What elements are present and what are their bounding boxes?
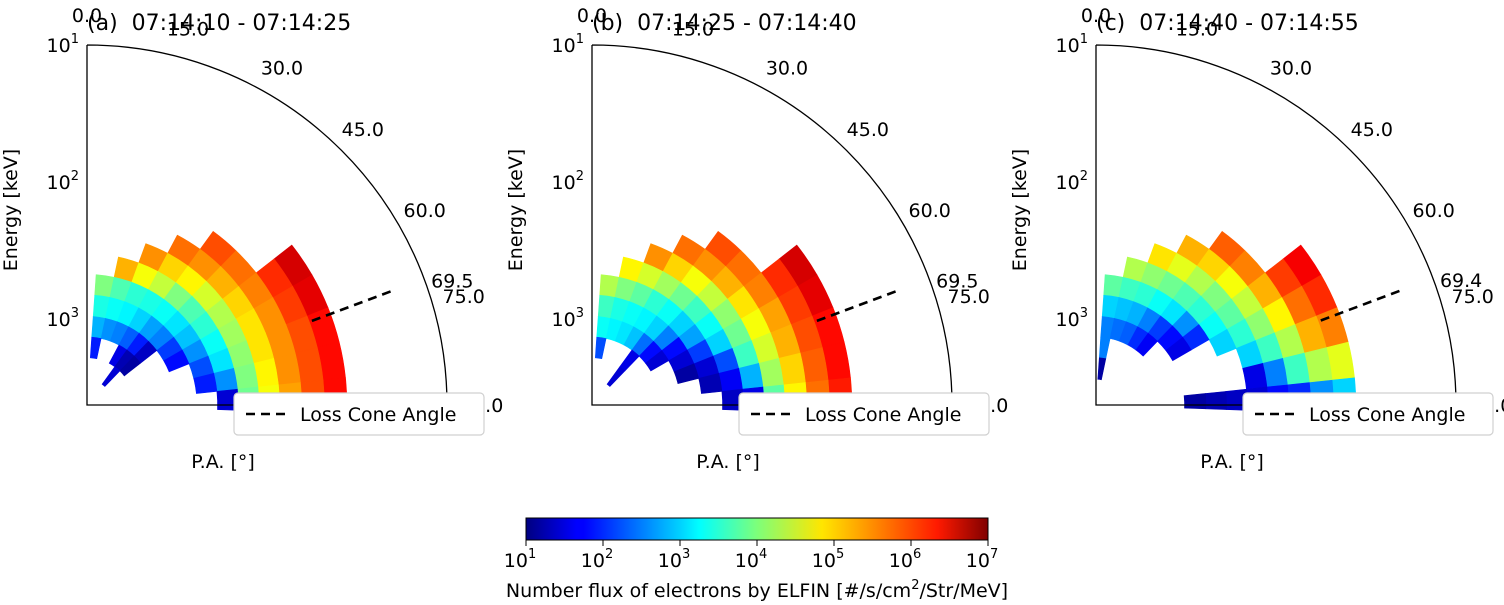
heatmap-cell: [193, 373, 218, 394]
heatmap-cell: [606, 366, 626, 387]
y-axis-label-a: Energy [keV]: [0, 149, 22, 271]
panel-title-c: (c) 07:14:40 - 07:14:55: [1096, 11, 1359, 36]
angle-tick-label: 75.0: [948, 286, 990, 308]
energy-ticks-c: 101 102 103: [1056, 32, 1088, 331]
legend-box-b: [738, 392, 990, 436]
angle-tick-label: 15.0: [672, 18, 714, 40]
energy-tick-label: 103: [552, 306, 584, 331]
legend-a: Loss Cone Angle: [233, 392, 485, 436]
colorbar-tick-label: 106: [889, 547, 921, 572]
angle-tick-label: 60.0: [404, 200, 446, 222]
angle-tick-label: 30.0: [1270, 57, 1312, 79]
angle-tick-label: 15.0: [167, 18, 209, 40]
angle-tick-label: 75.0: [1452, 286, 1494, 308]
heatmap-cell: [1165, 336, 1192, 362]
colorbar-gradient: [525, 517, 989, 541]
heatmap-cell: [233, 363, 259, 390]
energy-tick-label: 101: [1056, 32, 1088, 57]
legend-label-c: Loss Cone Angle: [1309, 404, 1465, 426]
heatmap-cell: [1098, 336, 1111, 360]
heatmap-cell: [645, 350, 670, 372]
energy-ticks-b: 101 102 103: [552, 32, 584, 331]
plot-frame-c: [1095, 44, 1457, 406]
energy-tick-label: 101: [47, 32, 79, 57]
x-axis-label-a: P.A. [°]: [191, 451, 255, 473]
heatmap-cell: [698, 373, 723, 394]
angle-tick-label: 60.0: [909, 200, 951, 222]
colorbar-label: Number flux of electrons by ELFIN [#/s/c…: [506, 578, 1008, 602]
heatmap-cell: [673, 363, 700, 384]
panel-title-b: (b) 07:14:25 - 07:14:40: [592, 11, 857, 36]
heatmap-cell: [738, 363, 764, 390]
angle-tick-label: 30.0: [261, 57, 303, 79]
panel-a: 0.015.030.045.060.069.575.090.0 10110210…: [0, 5, 503, 473]
y-axis-label-c: Energy [keV]: [1009, 149, 1031, 271]
heatmap-cell: [594, 336, 607, 360]
angle-tick-label: 60.0: [1413, 200, 1455, 222]
heatmap-cell: [1205, 391, 1227, 410]
plot-frame-a: [86, 44, 448, 406]
plot-frame-b: [591, 44, 953, 406]
angle-tick-label: 69.5: [431, 270, 473, 292]
panel-c: 0.015.030.045.060.069.475.090.0 10110210…: [1009, 5, 1504, 473]
heatmap-cells-a: [89, 230, 348, 415]
legend-label-b: Loss Cone Angle: [805, 404, 961, 426]
energy-tick-label: 102: [552, 169, 584, 194]
energy-ticks-a: 101 102 103: [47, 32, 79, 331]
colorbar-tick-label: 105: [812, 547, 844, 572]
heatmap-cells-c: [1097, 230, 1357, 415]
energy-tick-label: 102: [47, 169, 79, 194]
angle-tick-label: 0.0: [577, 5, 607, 27]
colorbar: 101 102 103 104 105 106 107 Number flux of ele…: [504, 517, 1008, 602]
energy-tick-label: 103: [1056, 306, 1088, 331]
heatmap-cells-b: [594, 230, 853, 415]
colorbar-tick-label: 103: [658, 547, 690, 572]
heatmap-cell: [1135, 332, 1158, 357]
angle-tick-label: 15.0: [1176, 18, 1218, 40]
legend-box-c: [1242, 392, 1494, 436]
x-axis-label-b: P.A. [°]: [696, 451, 760, 473]
legend-c: Loss Cone Angle: [1242, 392, 1494, 436]
legend-b: Loss Cone Angle: [738, 392, 990, 436]
colorbar-tick-label: 104: [735, 547, 767, 572]
x-axis-label-c: P.A. [°]: [1200, 451, 1264, 473]
colorbar-ticks: 101 102 103 104 105 106 107: [504, 540, 998, 572]
angle-tick-label: 69.4: [1440, 270, 1482, 292]
angle-tick-label: 69.5: [936, 270, 978, 292]
angle-tick-label: 75.0: [443, 286, 485, 308]
colorbar-tick-label: 102: [581, 547, 613, 572]
energy-tick-label: 103: [47, 306, 79, 331]
angle-ticks-b: 0.015.030.045.060.069.575.090.0: [577, 5, 1008, 417]
angle-tick-label: 45.0: [1351, 119, 1393, 141]
heatmap-cell: [1242, 363, 1268, 390]
y-axis-label-b: Energy [keV]: [505, 149, 527, 271]
energy-tick-label: 102: [1056, 169, 1088, 194]
angle-tick-label: 0.0: [1081, 5, 1111, 27]
colorbar-tick-label: 101: [504, 547, 536, 572]
heatmap-cell: [619, 349, 640, 372]
panel-title-a: (a) 07:14:10 - 07:14:25: [87, 11, 351, 36]
heatmap-cell: [163, 349, 190, 373]
angle-tick-label: 30.0: [766, 57, 808, 79]
colorbar-tick-label: 107: [966, 547, 998, 572]
heatmap-cell: [89, 336, 102, 360]
heatmap-cell: [101, 366, 121, 387]
heatmap-cell: [1183, 393, 1207, 410]
heatmap-cell: [119, 355, 141, 377]
legend-label-a: Loss Cone Angle: [300, 404, 456, 426]
angle-tick-label: 0.0: [72, 5, 102, 27]
angle-tick-label: 45.0: [847, 119, 889, 141]
heatmap-cell: [1097, 357, 1107, 381]
panel-b: 0.015.030.045.060.069.575.090.0 10110210…: [505, 5, 1008, 473]
legend-box-a: [233, 392, 485, 436]
angle-tick-label: 45.0: [342, 119, 384, 141]
heatmap-cell: [1208, 328, 1237, 357]
energy-tick-label: 101: [552, 32, 584, 57]
